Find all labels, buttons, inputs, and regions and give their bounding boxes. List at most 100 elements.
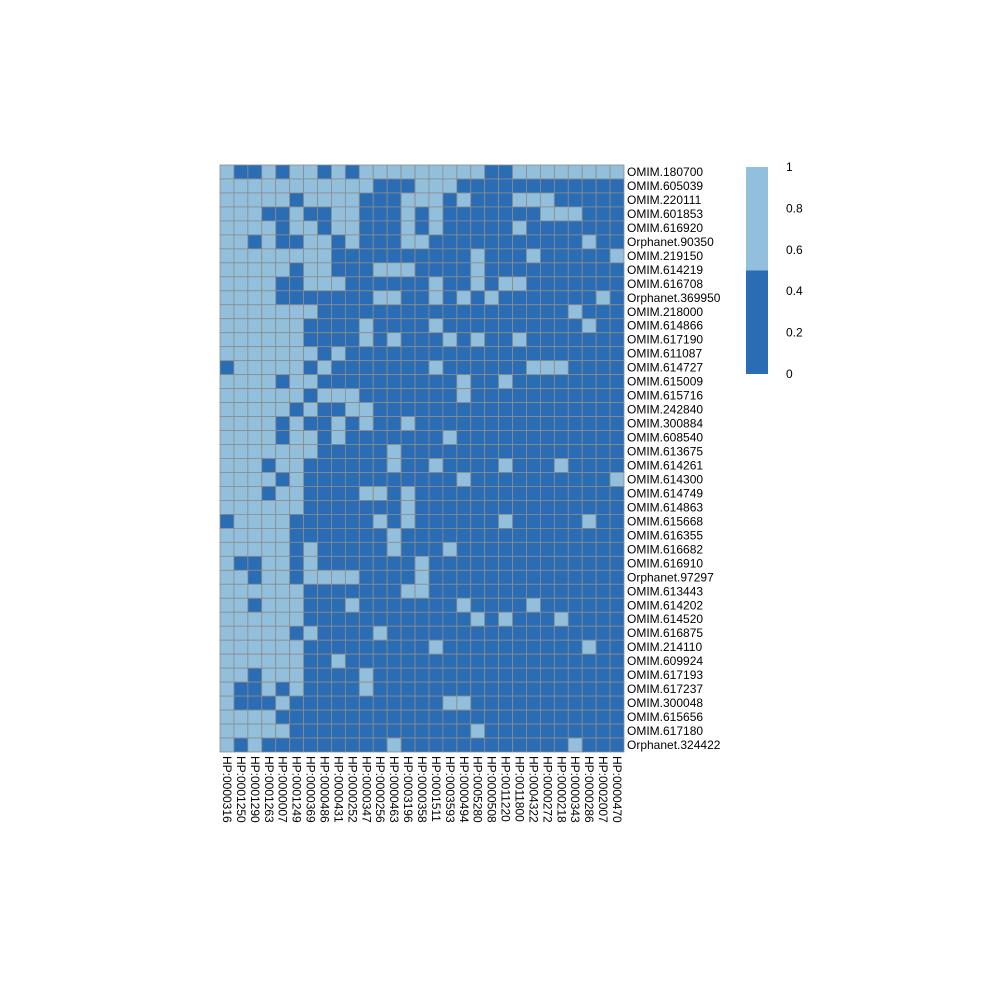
- row-label: OMIM.616920: [627, 221, 703, 235]
- heatmap-cell: [233, 416, 249, 431]
- heatmap-cell: [484, 178, 500, 194]
- heatmap-cell: [609, 192, 625, 208]
- heatmap-cell: [567, 248, 583, 264]
- heatmap-cell: [553, 248, 569, 264]
- heatmap-cell: [344, 653, 360, 669]
- heatmap-cell: [344, 527, 360, 543]
- heatmap-cell: [609, 723, 625, 739]
- heatmap-cell: [303, 695, 318, 711]
- heatmap-cell: [553, 374, 569, 390]
- heatmap-cell: [414, 583, 430, 599]
- heatmap-cell: [595, 164, 611, 180]
- heatmap-cell: [219, 486, 235, 501]
- heatmap-cell: [456, 709, 472, 725]
- heatmap-cell: [484, 262, 500, 278]
- column-label: HP:0001249: [290, 756, 304, 823]
- heatmap-cell: [303, 388, 318, 403]
- heatmap-cell: [386, 611, 402, 627]
- heatmap-cell: [484, 639, 500, 655]
- heatmap-cell: [526, 234, 541, 250]
- heatmap-cell: [372, 262, 388, 278]
- heatmap-cell: [595, 527, 611, 543]
- heatmap-cell: [553, 318, 569, 334]
- heatmap-cell: [331, 472, 346, 487]
- heatmap-cell: [540, 248, 555, 264]
- heatmap-cell: [317, 444, 332, 459]
- heatmap-cell: [289, 430, 304, 445]
- heatmap-cell: [456, 178, 472, 194]
- heatmap-cell: [470, 444, 486, 459]
- heatmap-cell: [386, 360, 402, 376]
- heatmap-cell: [595, 667, 611, 683]
- heatmap-cell: [261, 723, 277, 739]
- heatmap-cell: [456, 486, 472, 501]
- heatmap-cell: [470, 639, 486, 655]
- heatmap-cell: [540, 220, 555, 236]
- heatmap-cell: [540, 569, 555, 585]
- heatmap-cell: [428, 332, 444, 348]
- heatmap-cell: [219, 625, 235, 641]
- heatmap-cell: [567, 583, 583, 599]
- heatmap-cell: [386, 192, 402, 208]
- heatmap-cell: [317, 653, 332, 669]
- heatmap-cell: [247, 332, 263, 348]
- heatmap-cell: [540, 597, 555, 613]
- heatmap-cell: [275, 472, 291, 487]
- heatmap-cell: [553, 220, 569, 236]
- heatmap-cell: [484, 388, 500, 403]
- heatmap-cell: [303, 583, 318, 599]
- heatmap-cell: [456, 416, 472, 431]
- heatmap-cell: [261, 332, 277, 348]
- heatmap-cell: [317, 402, 332, 417]
- heatmap-cell: [609, 639, 625, 655]
- row-label: OMIM.615668: [627, 514, 703, 528]
- heatmap-cell: [247, 318, 263, 334]
- heatmap-cell: [303, 597, 318, 613]
- heatmap-cell: [540, 318, 555, 334]
- heatmap-cell: [553, 569, 569, 585]
- column-label: HP:0002007: [596, 756, 610, 823]
- heatmap-cell: [247, 430, 263, 445]
- heatmap-cell: [540, 178, 555, 194]
- heatmap-cell: [512, 527, 527, 543]
- heatmap-cell: [512, 458, 527, 473]
- heatmap-cell: [581, 472, 597, 487]
- heatmap-cell: [540, 374, 555, 390]
- heatmap-cell: [331, 625, 346, 641]
- heatmap-cell: [317, 416, 332, 431]
- heatmap-cell: [595, 234, 611, 250]
- heatmap-cell: [609, 611, 625, 627]
- heatmap-cell: [428, 164, 444, 180]
- heatmap-cell: [553, 332, 569, 348]
- heatmap-cell: [414, 555, 430, 571]
- heatmap-cell: [595, 500, 611, 515]
- heatmap-cell: [358, 430, 374, 445]
- column-label: HP:0001263: [262, 756, 276, 823]
- heatmap-cell: [400, 332, 416, 348]
- heatmap-cell: [456, 472, 472, 487]
- heatmap-cell: [526, 458, 541, 473]
- heatmap-cell: [512, 737, 527, 753]
- row-label: OMIM.614863: [627, 500, 703, 514]
- heatmap-cell: [344, 178, 360, 194]
- heatmap-cell: [553, 276, 569, 292]
- heatmap-cell: [303, 220, 318, 236]
- heatmap-cell: [442, 304, 458, 320]
- heatmap-cell: [442, 234, 458, 250]
- heatmap-cell: [303, 555, 318, 571]
- heatmap-cell: [331, 597, 346, 613]
- heatmap-cell: [372, 695, 388, 711]
- heatmap-cell: [386, 681, 402, 697]
- heatmap-cell: [581, 178, 597, 194]
- heatmap-cell: [414, 458, 430, 473]
- row-label: OMIM.615009: [627, 375, 703, 389]
- heatmap-cell: [442, 625, 458, 641]
- heatmap-cell: [442, 555, 458, 571]
- heatmap-cell: [414, 262, 430, 278]
- row-label: OMIM.242840: [627, 403, 703, 417]
- heatmap-cell: [553, 430, 569, 445]
- heatmap-cell: [372, 346, 388, 362]
- heatmap-cell: [317, 681, 332, 697]
- heatmap-cell: [442, 597, 458, 613]
- heatmap-cell: [428, 458, 444, 473]
